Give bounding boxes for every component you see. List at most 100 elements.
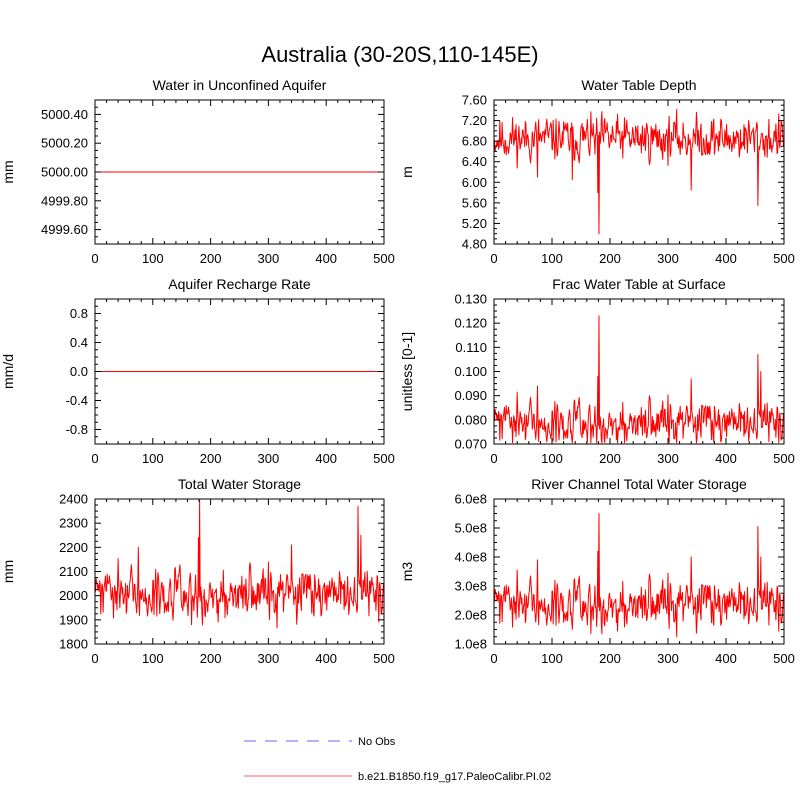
- legend-label-model: b.e21.B1850.f19_g17.PaleoCalibr.PI.02: [358, 771, 551, 783]
- panel-total-water-storage: 0 100 200 300 400 500 1800 1900 2000 2100 2200 2300…: [0, 476, 395, 666]
- x-tick-label: 300: [657, 451, 679, 466]
- panels: 0 100 200 300 400 5004999.604999.805000.00500…: [0, 77, 795, 666]
- y-tick-label: 5000.00: [41, 165, 88, 180]
- y-tick-label: 0.4: [70, 335, 88, 350]
- x-tick-label: 500: [773, 251, 795, 266]
- x-tick-label: 500: [773, 451, 795, 466]
- y-tick-label: 4.80: [462, 237, 487, 252]
- y-tick-label: 2000: [59, 588, 88, 603]
- x-tick-label: 300: [657, 251, 679, 266]
- x-tick-label: 200: [200, 451, 222, 466]
- x-tick-label: 0: [91, 251, 98, 266]
- x-tick-label: 0: [490, 651, 497, 666]
- y-tick-label: 4999.80: [41, 193, 88, 208]
- y-tick-label: 1800: [59, 637, 88, 652]
- y-tick-label: 6.00: [462, 175, 487, 190]
- y-axis-label: mm: [0, 560, 16, 583]
- panel-aquifer-recharge-rate: 0 100 200 300 400 500 -0.8 -0.4 0.0 0.4 0.8 Aquifer…: [0, 276, 395, 466]
- y-tick-label: 7.60: [462, 93, 487, 108]
- x-tick-label: 300: [258, 251, 280, 266]
- y-axis-label: mm/d: [0, 354, 16, 389]
- y-tick-label: 2100: [59, 564, 88, 579]
- x-tick-label: 400: [315, 651, 337, 666]
- y-tick-label: 2300: [59, 516, 88, 531]
- y-tick-label: 0.130: [454, 292, 487, 307]
- figure-title: Australia (30-20S,110-145E): [261, 42, 538, 67]
- y-tick-label: 4999.60: [41, 222, 88, 237]
- panel-title: Water in Unconfined Aquifer: [153, 77, 327, 93]
- x-tick-label: 200: [599, 251, 621, 266]
- panel-title: River Channel Total Water Storage: [531, 476, 747, 492]
- y-tick-label: 1.0e8: [454, 637, 487, 652]
- x-tick-label: 400: [315, 251, 337, 266]
- series-line-river-channel-total-water-storage: [494, 513, 784, 638]
- y-tick-label: 6.0e8: [454, 492, 487, 507]
- x-tick-label: 500: [373, 451, 395, 466]
- y-tick-label: -0.8: [66, 422, 88, 437]
- x-tick-label: 100: [541, 651, 563, 666]
- y-tick-label: 4.0e8: [454, 550, 487, 565]
- y-axis-label: mm: [0, 160, 16, 183]
- y-tick-label: 3.0e8: [454, 579, 487, 594]
- panel-frac-water-table-at-surface: 0 100 200 300 400 500 0.070 0.080 0.090 0.100 0.11…: [399, 276, 795, 466]
- x-tick-label: 500: [373, 651, 395, 666]
- x-tick-label: 500: [373, 251, 395, 266]
- x-tick-label: 0: [91, 651, 98, 666]
- y-tick-label: 6.80: [462, 134, 487, 149]
- series-line-water-table-depth: [494, 108, 784, 235]
- series-line-total-water-storage: [95, 499, 384, 629]
- x-tick-label: 0: [490, 251, 497, 266]
- y-tick-label: 0.0: [70, 364, 88, 379]
- y-tick-label: -0.4: [66, 393, 88, 408]
- y-axis-label: m3: [399, 562, 415, 582]
- y-tick-label: 0.090: [454, 388, 487, 403]
- x-tick-label: 0: [490, 451, 497, 466]
- y-tick-label: 5.20: [462, 216, 487, 231]
- y-tick-label: 5.0e8: [454, 521, 487, 536]
- y-tick-label: 6.40: [462, 154, 487, 169]
- x-tick-label: 300: [657, 651, 679, 666]
- x-tick-label: 100: [541, 451, 563, 466]
- x-tick-label: 100: [142, 451, 164, 466]
- x-tick-label: 200: [599, 651, 621, 666]
- panel-title: Water Table Depth: [581, 77, 696, 93]
- x-tick-label: 200: [599, 451, 621, 466]
- y-tick-label: 0.8: [70, 306, 88, 321]
- series-line-frac-water-table-at-surface: [494, 315, 784, 444]
- panel-title: Total Water Storage: [178, 476, 301, 492]
- x-tick-label: 400: [715, 451, 737, 466]
- x-tick-label: 200: [200, 251, 222, 266]
- panel-title: Frac Water Table at Surface: [552, 276, 726, 292]
- panel-title: Aquifer Recharge Rate: [168, 276, 311, 292]
- x-tick-label: 100: [142, 651, 164, 666]
- x-tick-label: 400: [715, 651, 737, 666]
- x-tick-label: 200: [200, 651, 222, 666]
- x-tick-label: 400: [715, 251, 737, 266]
- x-tick-label: 300: [258, 451, 280, 466]
- legend-label-no-obs: No Obs: [358, 736, 396, 748]
- panel-river-channel-total-water-storage: 0 100 200 300 400 500 1.0e8 2.0e8 3.0e8 4.0e8 5.0e…: [399, 476, 795, 666]
- y-tick-label: 2200: [59, 540, 88, 555]
- y-axis-label: m: [399, 166, 415, 178]
- y-axis-label: unitless [0-1]: [399, 332, 415, 411]
- y-tick-label: 0.080: [454, 412, 487, 427]
- y-tick-label: 1900: [59, 612, 88, 627]
- y-tick-label: 5000.20: [41, 136, 88, 151]
- y-tick-label: 0.110: [455, 340, 487, 355]
- y-tick-label: 0.100: [454, 364, 487, 379]
- x-tick-label: 400: [315, 451, 337, 466]
- y-tick-label: 7.20: [462, 113, 487, 128]
- y-tick-label: 5.60: [462, 195, 487, 210]
- y-tick-label: 2400: [59, 492, 88, 507]
- y-tick-label: 0.120: [454, 316, 487, 331]
- x-tick-label: 100: [142, 251, 164, 266]
- x-tick-label: 300: [258, 651, 280, 666]
- y-tick-label: 0.070: [454, 437, 487, 452]
- y-tick-label: 2.0e8: [454, 608, 487, 623]
- legend: No Obs b.e21.B1850.f19_g17.PaleoCalibr.P…: [244, 736, 551, 783]
- x-tick-label: 500: [773, 651, 795, 666]
- panel-water-in-unconfined-aquifer: 0 100 200 300 400 500 4999.60 4999.80 5000.00 500…: [0, 77, 395, 266]
- y-tick-label: 5000.40: [41, 107, 88, 122]
- x-tick-label: 0: [91, 451, 98, 466]
